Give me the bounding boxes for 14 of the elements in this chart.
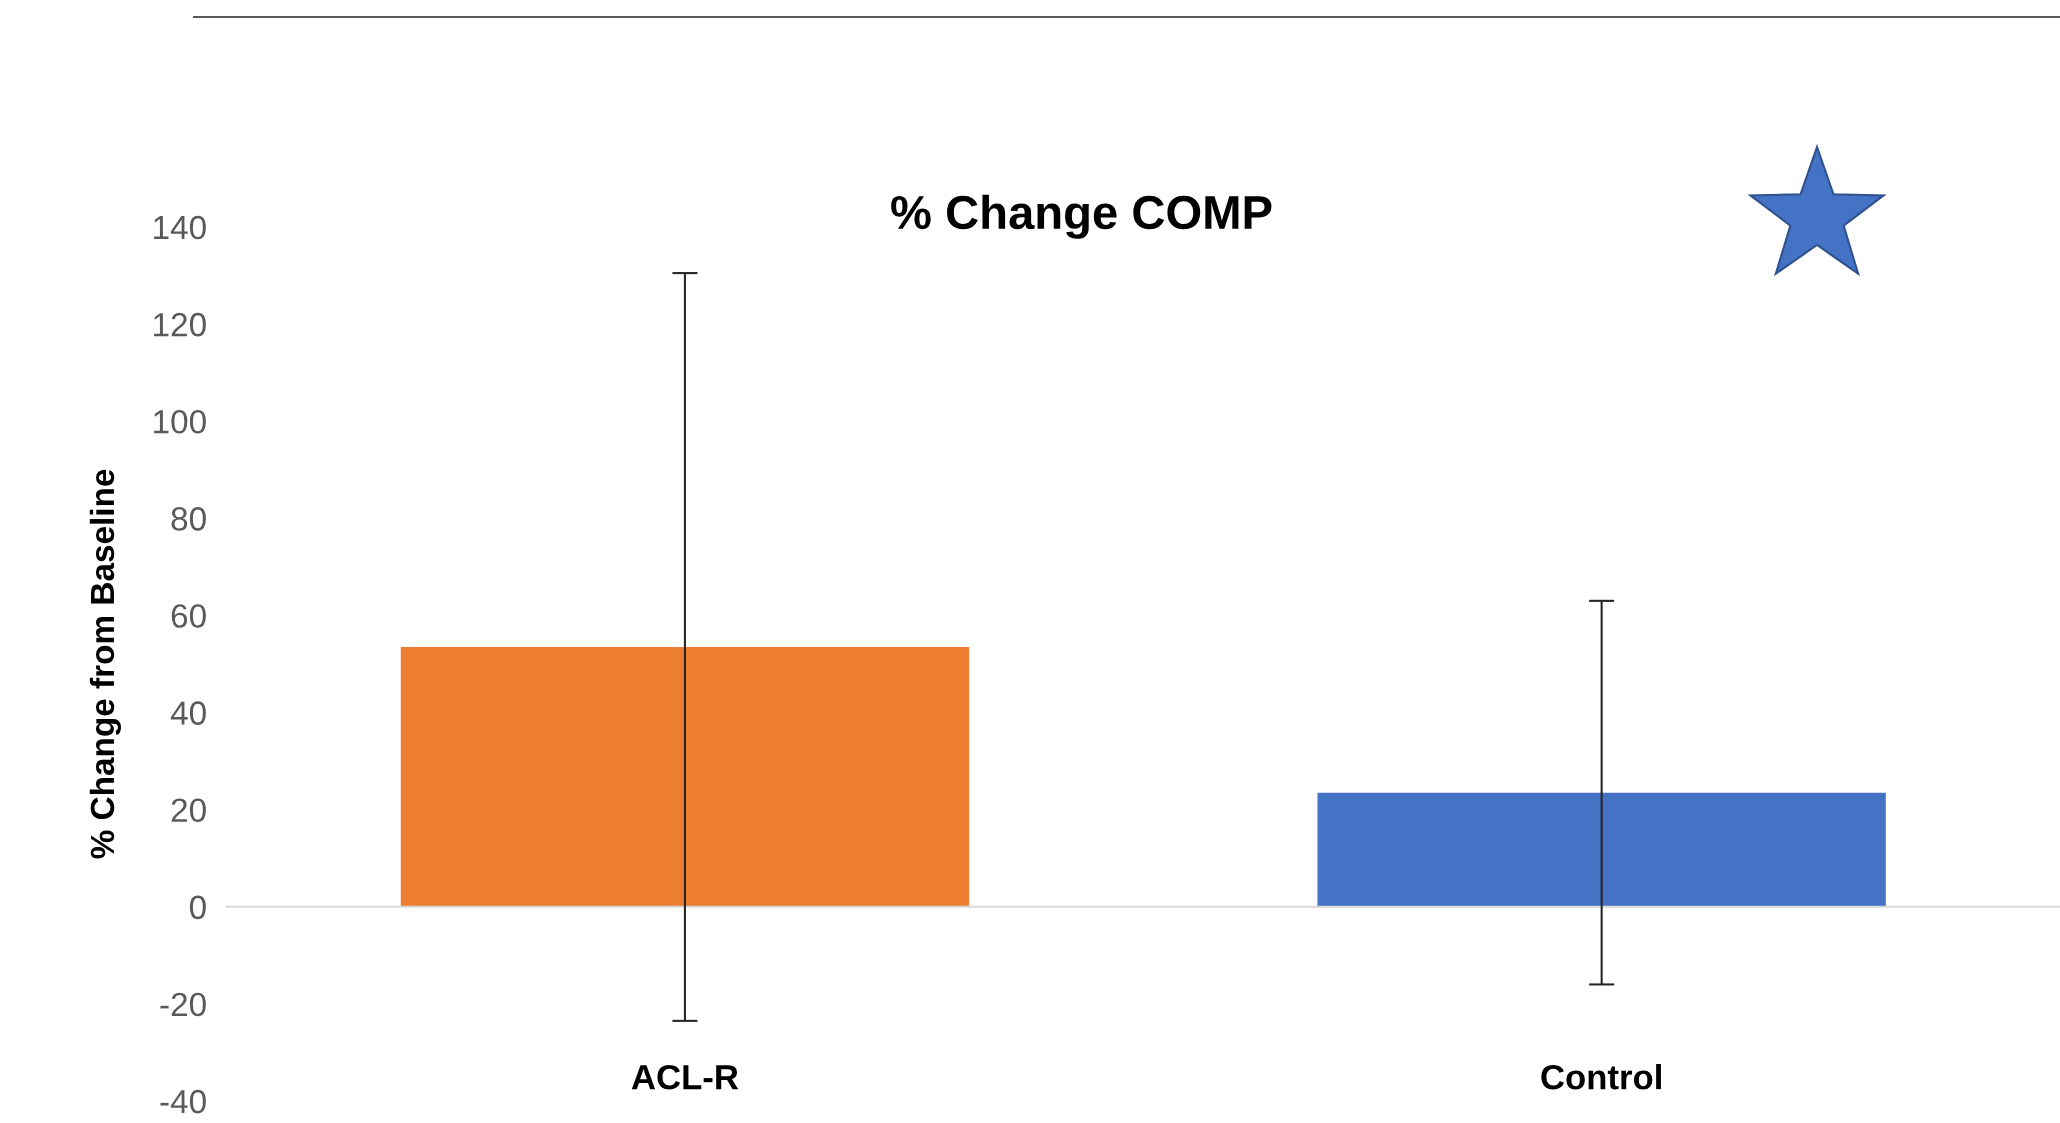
y-tick-label: 140 — [154, 215, 206, 240]
y-tick-label: -40 — [160, 1089, 206, 1114]
y-tick-label: 40 — [170, 701, 206, 725]
y-tick-label: -20 — [160, 992, 206, 1017]
y-tick-label: 80 — [171, 507, 206, 531]
y-tick-label: 100 — [154, 409, 206, 434]
x-tick-label: ACL-R — [631, 1064, 739, 1090]
x-tick-label: Control — [1541, 1063, 1661, 1090]
y-tick-label: 20 — [171, 798, 206, 823]
chart-title: % Change COMP — [891, 194, 1272, 239]
y-tick-label: 60 — [171, 604, 206, 628]
y-tick-label: 120 — [154, 312, 206, 337]
y-axis-title: % Change from Baseline — [89, 469, 121, 859]
y-tick-label: 0 — [189, 895, 206, 920]
